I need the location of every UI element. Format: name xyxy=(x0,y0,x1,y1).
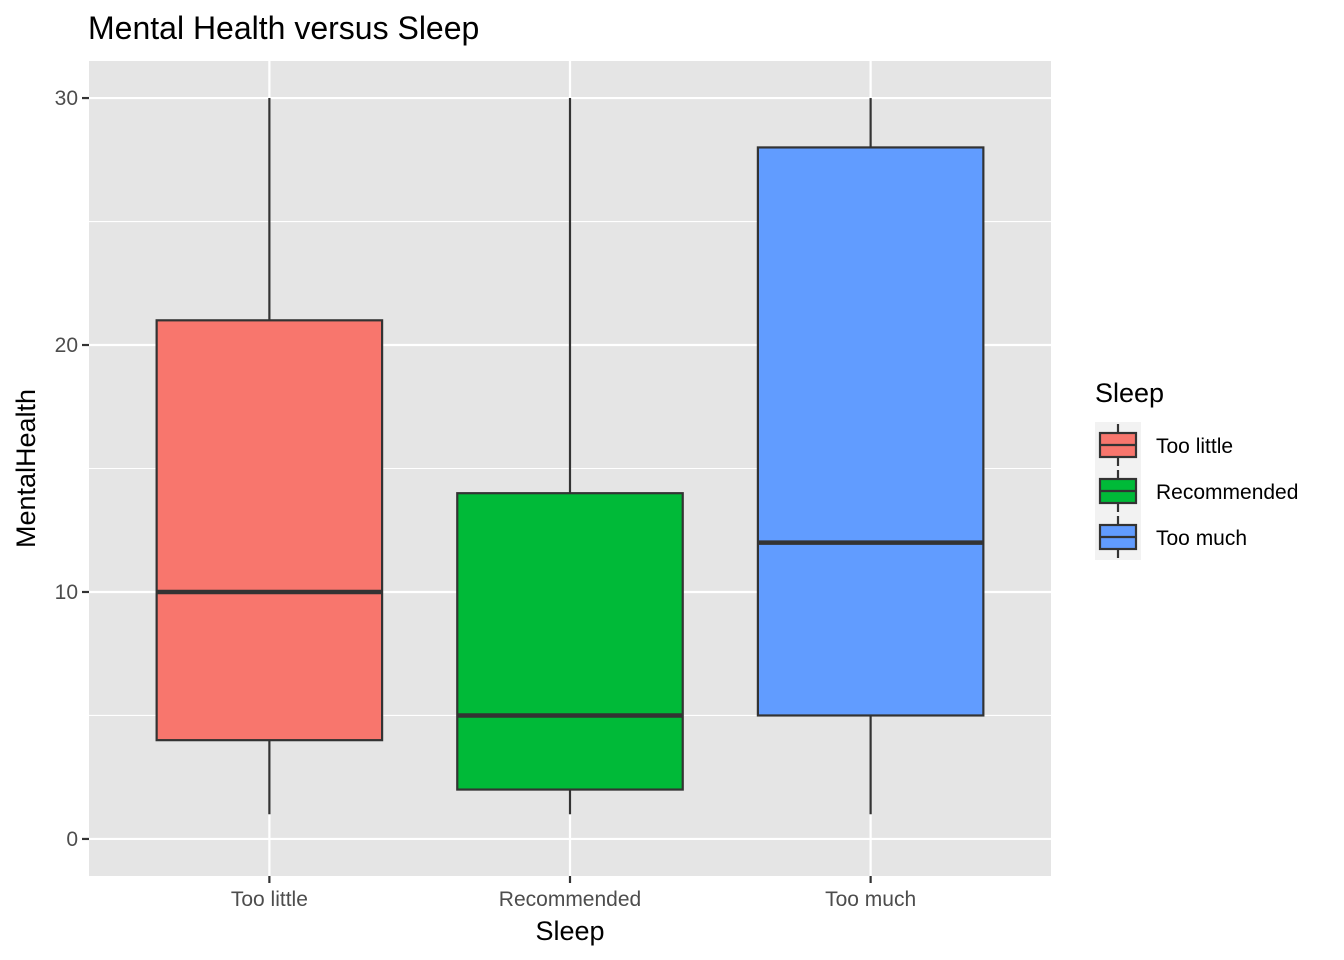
box-body xyxy=(155,319,384,742)
legend-label: Recommended xyxy=(1156,481,1298,504)
legend-keys: Too little Recommended Too much xyxy=(1095,422,1298,560)
legend: Sleep Too little Recommended Too much xyxy=(1095,378,1298,560)
y-axis: 0 10 20 30 xyxy=(55,87,89,851)
legend-label: Too much xyxy=(1156,527,1247,550)
chart-title: Mental Health versus Sleep xyxy=(88,10,479,46)
box-series xyxy=(155,98,985,815)
legend-label: Too little xyxy=(1156,435,1233,458)
x-tick-label: Too much xyxy=(825,888,916,911)
box-recommended xyxy=(456,98,684,815)
x-tick-label: Too little xyxy=(231,888,308,911)
box-too-little xyxy=(155,98,384,815)
legend-title: Sleep xyxy=(1095,378,1164,408)
legend-key: Too much xyxy=(1095,514,1247,560)
y-tick-label: 20 xyxy=(55,334,78,357)
y-tick-label: 0 xyxy=(66,828,78,851)
box-body xyxy=(756,146,985,717)
x-tick-label: Recommended xyxy=(499,888,641,911)
legend-key: Recommended xyxy=(1095,468,1298,514)
x-axis-title: Sleep xyxy=(535,916,604,946)
y-tick-label: 30 xyxy=(55,87,78,110)
y-axis-title: MentalHealth xyxy=(11,389,41,548)
box-body xyxy=(456,492,684,791)
y-tick-label: 10 xyxy=(55,581,78,604)
box-too-much xyxy=(756,98,985,815)
x-axis: Too little Recommended Too much xyxy=(231,876,916,911)
legend-key: Too little xyxy=(1095,422,1233,468)
